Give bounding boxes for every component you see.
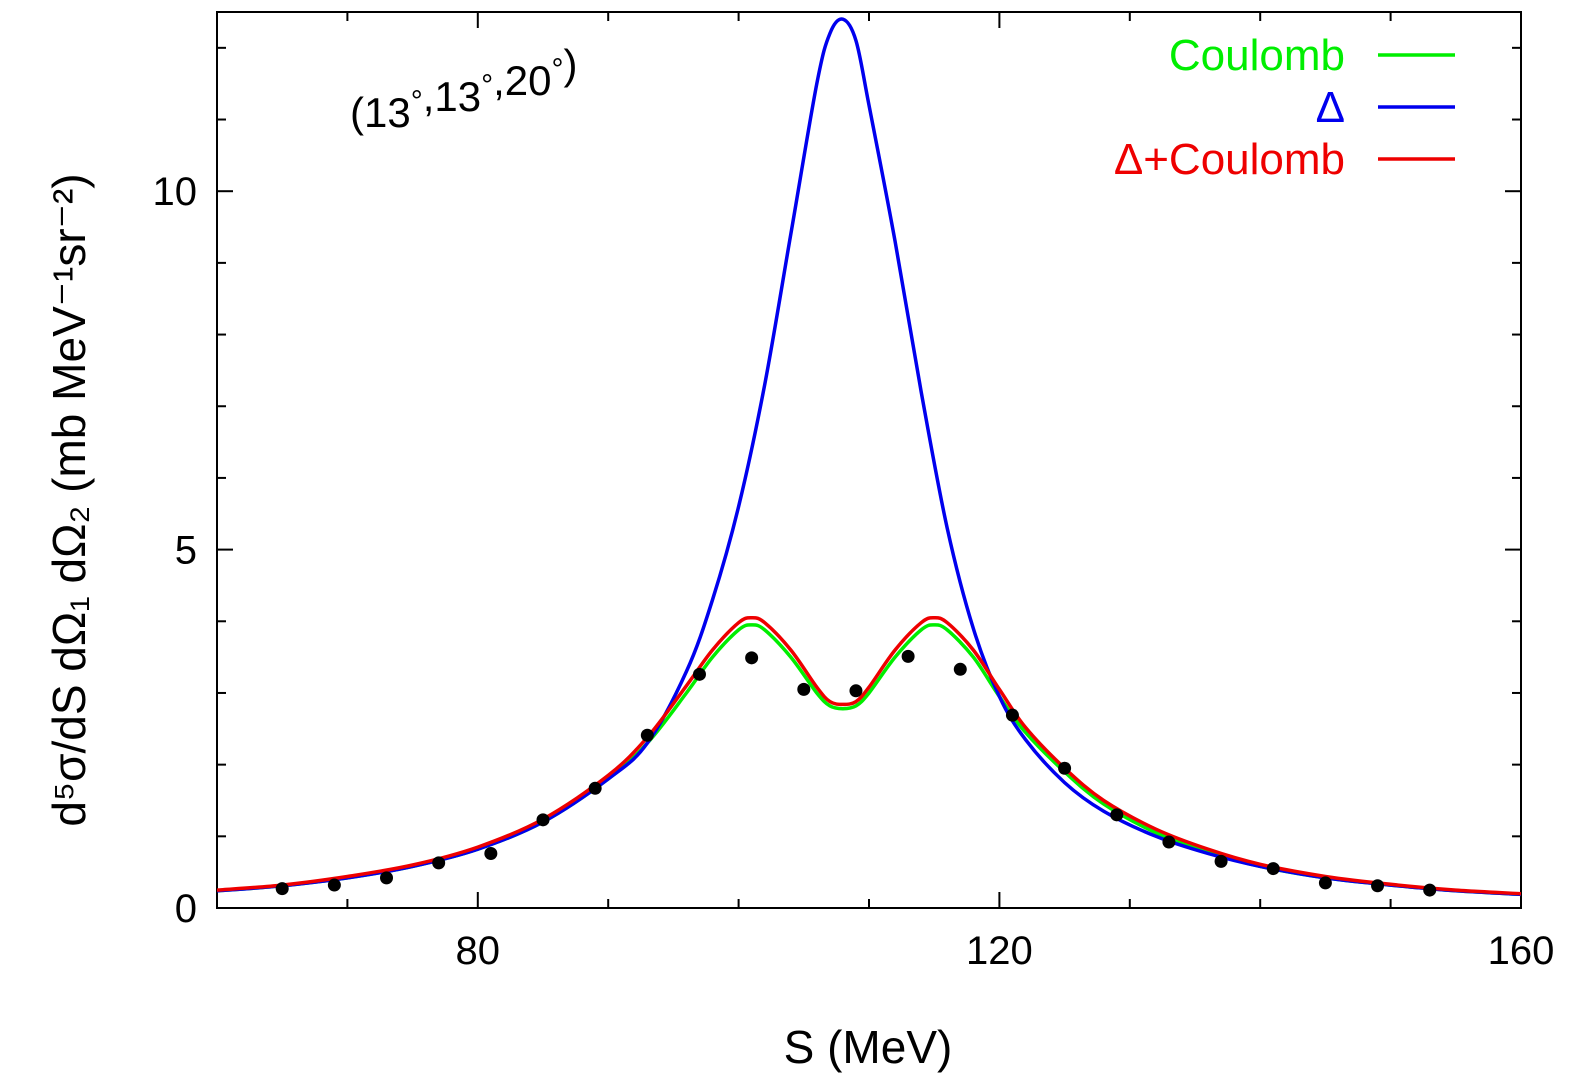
x-tick-label: 80 xyxy=(456,929,501,973)
data-point xyxy=(1214,854,1228,868)
x-axis-label: S (MeV) xyxy=(784,1021,953,1073)
data-point xyxy=(484,847,498,861)
data-point xyxy=(797,682,811,696)
data-point xyxy=(953,662,967,676)
legend-label: Δ+Coulomb xyxy=(1114,135,1345,184)
x-tick-label: 120 xyxy=(966,929,1033,973)
data-point xyxy=(1266,862,1280,876)
data-point xyxy=(1058,761,1072,775)
data-point xyxy=(692,667,706,681)
axis-ticks: 80 120 160 0 5 10 xyxy=(153,12,1555,973)
data-point xyxy=(380,871,394,885)
data-point xyxy=(275,882,289,896)
legend-label: Δ xyxy=(1316,83,1345,132)
data-point xyxy=(901,649,915,663)
data-point xyxy=(1162,835,1176,849)
data-point xyxy=(536,813,550,827)
data-point xyxy=(1110,808,1124,822)
y-tick-label: 0 xyxy=(175,887,197,931)
data-point xyxy=(588,781,602,795)
data-points-layer xyxy=(275,649,1437,897)
series-line-coulomb xyxy=(217,615,1521,896)
y-tick-label: 10 xyxy=(153,170,198,214)
data-point xyxy=(1318,876,1332,890)
y-tick-label: 5 xyxy=(175,529,197,573)
data-point xyxy=(1423,883,1437,897)
data-point xyxy=(432,856,446,870)
data-point xyxy=(327,878,341,892)
angle-annotation: (13°,13°,20°) xyxy=(350,41,577,136)
data-point xyxy=(1005,708,1019,722)
legend-label: Coulomb xyxy=(1169,31,1345,80)
data-point xyxy=(640,728,654,742)
data-point xyxy=(849,684,863,698)
y-axis-label: d⁵σ/dS dΩ₁ dΩ₂ (mb MeV⁻¹sr⁻²) xyxy=(43,173,95,826)
y-axis-label-group: d⁵σ/dS dΩ₁ dΩ₂ (mb MeV⁻¹sr⁻²) xyxy=(43,173,95,826)
data-point xyxy=(1371,879,1385,893)
x-tick-label: 160 xyxy=(1488,929,1555,973)
data-point xyxy=(745,651,759,665)
